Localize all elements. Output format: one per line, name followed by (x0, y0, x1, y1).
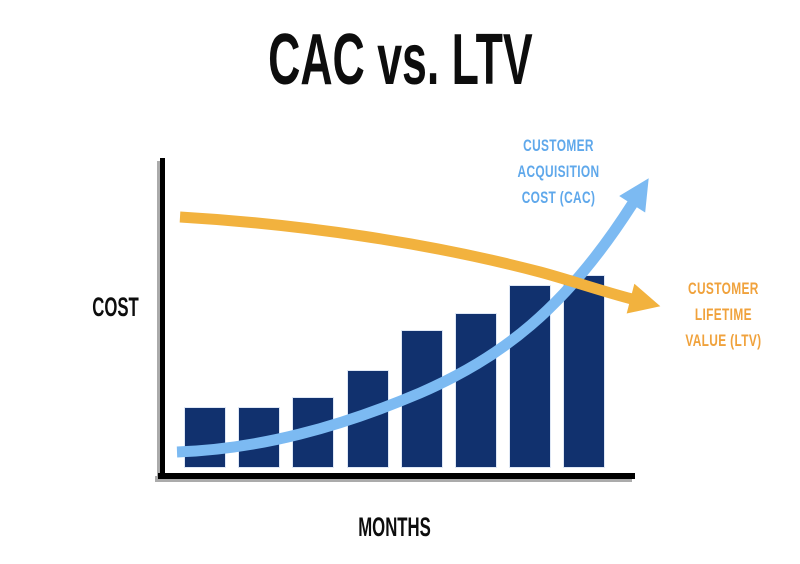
bar-month-3 (293, 398, 334, 467)
bar-month-5 (401, 331, 442, 467)
y-axis-line (160, 158, 165, 479)
bar-month-6 (456, 314, 496, 467)
cac-legend-label: CUSTOMER ACQUISITION COST (CAC) (517, 136, 599, 207)
chart-title-row: CAC vs. LTV (0, 24, 800, 96)
x-axis-title: MONTHS (357, 512, 431, 542)
bar-month-7 (510, 286, 551, 467)
x-axis-line (158, 473, 635, 479)
ltv-legend-label-row: CUSTOMER LIFETIME VALUE (LTV) (653, 276, 793, 354)
y-axis-title-row: COST (56, 294, 176, 321)
bar-month-4 (347, 371, 388, 467)
ltv-legend-label: CUSTOMER LIFETIME VALUE (LTV) (684, 279, 762, 350)
cac-legend-label-row: CUSTOMER ACQUISITION COST (CAC) (488, 133, 628, 211)
x-axis-title-row: MONTHS (294, 514, 494, 541)
bar-month-8 (564, 276, 605, 467)
bar-month-1 (185, 408, 225, 467)
bar-month-2 (239, 408, 280, 467)
chart-title: CAC vs. LTV (267, 20, 533, 100)
y-axis-title: COST (92, 292, 140, 322)
